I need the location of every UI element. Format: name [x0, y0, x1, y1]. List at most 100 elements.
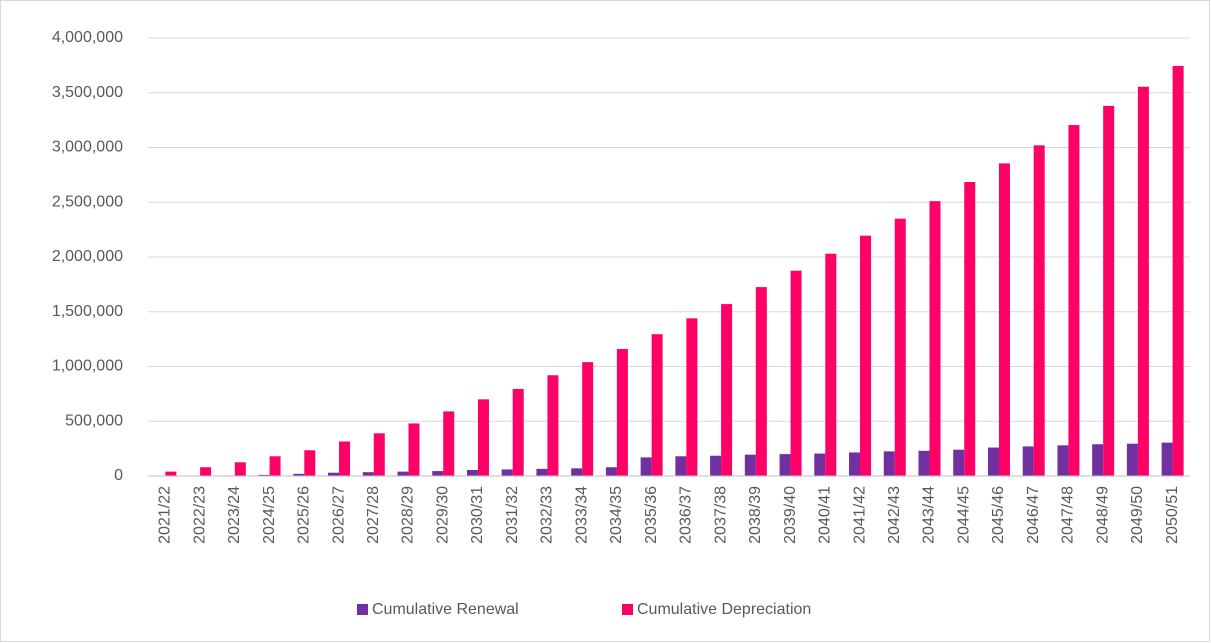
x-tick-label: 2028/29: [400, 486, 417, 544]
bar: [466, 469, 478, 476]
x-tick-label: 2039/40: [782, 486, 799, 544]
x-tick-label: 2049/50: [1129, 486, 1146, 544]
x-tick-label: 2046/47: [1025, 486, 1042, 544]
bar: [1022, 446, 1034, 476]
bar: [269, 456, 281, 476]
bar: [849, 452, 861, 476]
x-tick-label: 2021/22: [157, 486, 174, 544]
bar: [825, 253, 837, 476]
x-tick-label: 2023/24: [226, 486, 243, 544]
x-tick-label: 2043/44: [921, 486, 938, 544]
x-tick-label: 2025/26: [296, 486, 313, 544]
bar: [571, 468, 583, 476]
bar: [362, 472, 374, 476]
bar: [1137, 86, 1149, 476]
bar: [582, 362, 594, 476]
bar: [328, 472, 340, 476]
bar: [501, 469, 513, 476]
y-tick-label: 3,000,000: [52, 139, 123, 156]
bar: [234, 462, 246, 476]
legend-swatch: [622, 604, 633, 615]
x-tick-label: 2047/48: [1060, 486, 1077, 544]
bar: [1068, 125, 1080, 477]
bar: [640, 457, 652, 476]
bar: [477, 399, 489, 476]
x-tick-label: 2029/30: [434, 486, 451, 544]
bar: [721, 304, 733, 476]
bar: [512, 388, 524, 476]
x-tick-label: 2050/51: [1164, 486, 1181, 544]
bar: [894, 218, 906, 477]
bar: [443, 411, 455, 476]
bar: [964, 181, 976, 476]
x-tick-label: 2038/39: [747, 486, 764, 544]
bar: [755, 287, 767, 476]
x-tick-label: 2032/33: [539, 486, 556, 544]
bar: [651, 334, 663, 476]
x-tick-label: 2035/36: [643, 486, 660, 544]
x-tick-label: 2026/27: [330, 486, 347, 544]
x-tick-label: 2048/49: [1094, 486, 1111, 544]
bar: [1057, 445, 1069, 476]
y-tick-label: 0: [114, 467, 123, 484]
x-tick-label: 2030/31: [469, 486, 486, 544]
y-tick-label: 500,000: [65, 412, 123, 429]
bar: [779, 454, 791, 476]
bar: [987, 447, 999, 476]
bar: [675, 456, 687, 476]
x-tick-label: 2031/32: [504, 486, 521, 544]
legend-swatch: [357, 604, 368, 615]
legend-label: Cumulative Depreciation: [637, 601, 811, 618]
x-tick-label: 2041/42: [851, 486, 868, 544]
bar: [918, 450, 930, 476]
x-tick-label: 2044/45: [955, 486, 972, 544]
y-tick-label: 4,000,000: [52, 29, 123, 46]
x-tick-label: 2042/43: [886, 486, 903, 544]
bar: [860, 235, 872, 476]
bar: [258, 474, 270, 476]
bar: [547, 375, 559, 476]
bar: [1092, 444, 1104, 476]
x-tick-label: 2045/46: [990, 486, 1007, 544]
y-tick-label: 1,000,000: [52, 358, 123, 375]
y-tick-label: 2,000,000: [52, 248, 123, 265]
bar: [790, 270, 802, 476]
x-tick-label: 2027/28: [365, 486, 382, 544]
bar: [165, 471, 177, 476]
x-tick-label: 2040/41: [817, 486, 834, 544]
bar: [998, 163, 1010, 476]
bar: [883, 451, 895, 476]
bar: [616, 348, 628, 476]
bar: [744, 454, 756, 476]
x-tick-label: 2037/38: [712, 486, 729, 544]
bar: [397, 471, 409, 476]
bar: [1103, 105, 1115, 476]
bar: [953, 449, 965, 476]
bar: [373, 433, 385, 476]
y-tick-label: 1,500,000: [52, 303, 123, 320]
x-tick-label: 2024/25: [261, 486, 278, 544]
x-tick-label: 2022/23: [191, 486, 208, 544]
bar: [605, 467, 617, 476]
bar: [1172, 65, 1184, 477]
x-tick-label: 2034/35: [608, 486, 625, 544]
bar: [293, 473, 305, 476]
bar: [304, 450, 316, 476]
x-tick-label: 2033/34: [573, 486, 590, 544]
bar: [1033, 145, 1045, 476]
bar: [408, 423, 420, 476]
x-tick-label: 2036/37: [678, 486, 695, 544]
bar: [1161, 442, 1173, 476]
bar: [200, 467, 212, 476]
bar: [339, 441, 351, 476]
bar: [929, 201, 941, 476]
bar: [1126, 443, 1138, 476]
y-tick-label: 2,500,000: [52, 193, 123, 210]
legend-label: Cumulative Renewal: [372, 601, 519, 618]
bar: [686, 318, 698, 476]
bar: [536, 468, 548, 476]
bar: [710, 455, 722, 476]
bar: [432, 471, 444, 476]
